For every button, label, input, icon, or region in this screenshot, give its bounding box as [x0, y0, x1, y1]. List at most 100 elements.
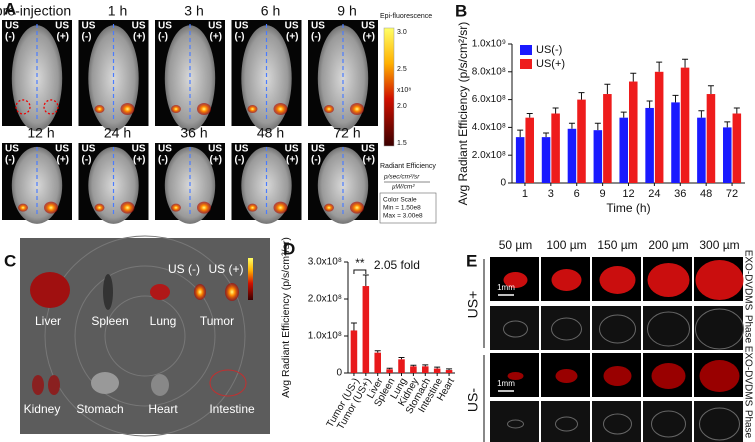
fluorescence — [551, 269, 582, 291]
bar — [577, 99, 586, 183]
timepoint-label: 72 h — [333, 125, 360, 141]
us-label: (-) — [235, 155, 245, 166]
section-image — [592, 401, 641, 442]
dish-ring — [44, 235, 246, 437]
us-label: (+) — [210, 155, 223, 166]
error-bar — [578, 92, 585, 100]
error-bar — [604, 83, 611, 95]
us-label: (+) — [286, 32, 299, 43]
row-label: Phase — [742, 410, 753, 439]
organ-label: Kidney — [24, 402, 61, 416]
error-bar — [543, 132, 550, 138]
x-tick-label: 9 — [600, 188, 606, 200]
organ-image — [20, 238, 270, 434]
us-label: (+) — [363, 32, 376, 43]
organ-label: Liver — [35, 314, 61, 328]
row-label: EXO-DVDMS — [742, 250, 753, 311]
phase — [647, 311, 690, 347]
us-label: US (-) — [168, 262, 200, 276]
error-bar — [630, 72, 637, 82]
us-label: (-) — [5, 155, 15, 166]
bar — [525, 117, 534, 183]
organ-label: Lung — [150, 314, 177, 328]
fluorescence — [555, 369, 578, 383]
section-image — [490, 401, 539, 442]
error-bar — [656, 61, 663, 72]
x-tick-label: 3 — [548, 188, 554, 200]
us-label: (-) — [158, 155, 168, 166]
tumor-signal — [94, 105, 105, 114]
error-bar — [362, 274, 369, 287]
x-tick-label: 48 — [700, 188, 712, 200]
tumor-signal — [247, 203, 258, 212]
y-tick-label: 8.0x10⁸ — [472, 66, 506, 77]
us-label: US — [361, 21, 375, 32]
y-tick-label: 2.0x10⁸ — [472, 150, 506, 161]
tumor-signal — [197, 201, 211, 214]
section-image — [694, 401, 743, 442]
legend-label: US(-) — [536, 44, 562, 56]
phase — [555, 416, 578, 432]
us-label: US — [132, 144, 146, 155]
bar — [541, 137, 551, 183]
bar — [422, 366, 429, 373]
us-label: (-) — [235, 32, 245, 43]
organ — [32, 375, 44, 395]
us-label: (+) — [133, 32, 146, 43]
error-bar — [350, 322, 357, 331]
fluorescence — [647, 263, 690, 297]
us-label: US — [361, 144, 375, 155]
x-axis-title: Time (h) — [606, 201, 650, 215]
thickness-label: 300 µm — [699, 238, 739, 252]
error-bar — [517, 129, 524, 138]
phase — [651, 410, 686, 438]
unit: µW/cm² — [392, 184, 415, 191]
us-label: US — [208, 144, 222, 155]
x-tick-label: 1 — [522, 188, 528, 200]
us-label: US — [82, 21, 96, 32]
colorbar-tick: 2.5 — [397, 66, 407, 73]
error-bar — [434, 366, 441, 369]
x-tick-label: 12 — [622, 188, 634, 200]
error-bar — [594, 122, 601, 131]
y-tick-label: 1.0x10⁸ — [308, 331, 342, 342]
section-image — [541, 306, 590, 350]
organ — [151, 374, 169, 396]
timepoint-label: 1 h — [108, 3, 127, 19]
error-bar — [698, 110, 705, 118]
section-image — [490, 306, 539, 350]
fluorescence — [599, 266, 636, 294]
us-label: US — [311, 21, 325, 32]
unit-title: Radiant Efficiency — [380, 163, 436, 170]
phase — [599, 314, 636, 344]
error-bar — [446, 368, 453, 371]
group-label: US- — [465, 388, 481, 412]
panel-label: D — [283, 239, 295, 258]
organ — [103, 274, 113, 310]
bar — [350, 330, 358, 373]
us-label: US — [285, 21, 299, 32]
us-label: US — [311, 144, 325, 155]
error-bar — [386, 367, 393, 370]
bar — [362, 286, 370, 373]
us-label: (-) — [311, 155, 321, 166]
tumor-signal — [18, 203, 28, 212]
organ-label: Heart — [148, 402, 178, 416]
bar — [398, 359, 405, 373]
error-bar — [724, 121, 731, 128]
error-bar — [374, 350, 381, 353]
tumor-signal — [171, 203, 181, 212]
phase — [603, 413, 632, 435]
us-label: (+) — [210, 32, 223, 43]
y-tick-label: 0 — [336, 368, 342, 379]
organ — [194, 284, 206, 300]
unit: p/sec/cm²/sr — [383, 174, 420, 181]
timepoint-label: 24 h — [104, 125, 131, 141]
us-label: US (+) — [208, 262, 243, 276]
error-bar — [646, 100, 653, 108]
bar — [593, 130, 603, 183]
y-tick-label: 0 — [500, 178, 506, 189]
bar — [654, 71, 664, 183]
tumor-signal — [324, 105, 334, 114]
